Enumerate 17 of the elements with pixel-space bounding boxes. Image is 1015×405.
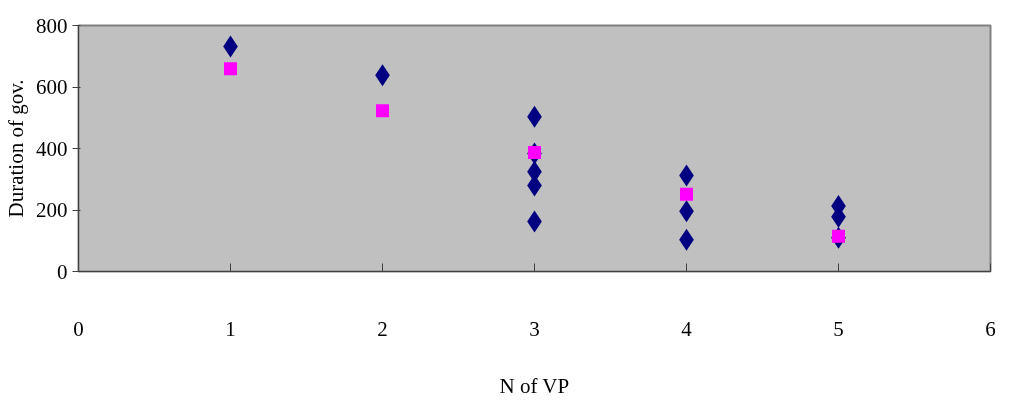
x-axis-title: N of VP — [499, 373, 570, 398]
x-tick-label: 0 — [73, 316, 84, 341]
point — [680, 187, 693, 201]
x-tick-label: 1 — [225, 316, 236, 341]
y-tick-label: 200 — [36, 198, 68, 222]
y-tick-label: 800 — [36, 13, 68, 38]
y-axis-title: Duration of gov. — [4, 79, 28, 218]
x-tick-label: 5 — [833, 316, 844, 341]
y-tick-label: 0 — [57, 259, 68, 284]
x-tick-label: 2 — [377, 316, 388, 341]
point — [224, 62, 237, 76]
point — [376, 104, 389, 118]
x-tick-label: 4 — [681, 316, 693, 341]
x-tick-label: 3 — [529, 316, 540, 341]
x-tick-label: 6 — [985, 316, 996, 341]
y-tick-label: 400 — [36, 136, 68, 161]
y-tick-label: 600 — [36, 75, 68, 99]
